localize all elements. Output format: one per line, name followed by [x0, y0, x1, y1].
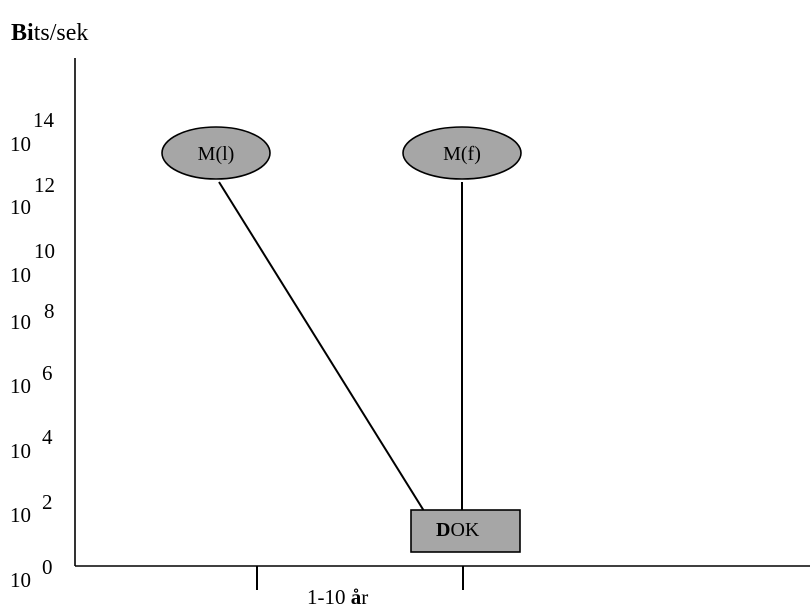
- y-tick-label-0: 10 0: [10, 555, 53, 592]
- node-ml-shape: [161, 126, 271, 180]
- y-axis-title: Bits/sek: [11, 20, 88, 46]
- svg-text:10: 10: [10, 132, 31, 156]
- node-dok-shape: [410, 509, 521, 553]
- svg-text:8: 8: [44, 299, 55, 323]
- x-axis-label-bold: å: [351, 585, 362, 606]
- y-tick-label-4: 10 4: [10, 425, 53, 463]
- y-tick-exponent: 6: [42, 361, 53, 385]
- svg-text:10: 10: [10, 374, 31, 398]
- svg-text:10: 10: [10, 310, 31, 334]
- y-tick-base: 10: [10, 195, 31, 219]
- y-tick-base: 10: [10, 374, 31, 398]
- y-tick-exponent: 14: [33, 108, 55, 132]
- y-tick-exponent: 2: [42, 490, 53, 514]
- y-axis-title-bold: Bi: [11, 20, 34, 46]
- y-tick-exponent: 4: [42, 425, 53, 449]
- y-axis-title-rest: ts/sek: [34, 20, 89, 46]
- svg-text:4: 4: [42, 425, 53, 449]
- svg-text:10: 10: [10, 568, 31, 592]
- y-tick-label-2: 10 2: [10, 490, 53, 527]
- y-tick-label-6: 10 6: [10, 361, 53, 398]
- svg-text:6: 6: [42, 361, 53, 385]
- node-dok: DOK: [410, 509, 521, 553]
- y-tick-base: 10: [10, 568, 31, 592]
- y-tick-label-14: 10 14: [10, 108, 55, 156]
- svg-text:0: 0: [42, 555, 53, 579]
- y-tick-label-12: 10 12: [10, 173, 55, 219]
- y-tick-base: 10: [10, 263, 31, 287]
- node-dok-label-bold: D: [436, 519, 450, 541]
- connector-ml-to-dok: [218, 181, 425, 512]
- y-tick-base: 10: [10, 310, 31, 334]
- svg-text:10: 10: [10, 503, 31, 527]
- node-mf: M(f): [402, 126, 522, 180]
- x-axis-label: 1-10 år: [307, 585, 368, 606]
- y-tick-label-10: 10 10: [10, 239, 55, 287]
- node-dok-label: DOK: [436, 519, 480, 541]
- y-tick-base: 10: [10, 132, 31, 156]
- svg-text:14: 14: [33, 108, 55, 132]
- node-ml: M(l): [161, 126, 271, 180]
- svg-text:12: 12: [34, 173, 55, 197]
- node-dok-label-rest: OK: [450, 519, 479, 541]
- y-tick-base: 10: [10, 503, 31, 527]
- node-mf-shape: [402, 126, 522, 180]
- svg-text:10: 10: [10, 263, 31, 287]
- y-tick-base: 10: [10, 439, 31, 463]
- svg-text:10: 10: [10, 195, 31, 219]
- y-tick-exponent: 12: [34, 173, 55, 197]
- node-ml-label: M(l): [198, 143, 235, 165]
- node-mf-label: M(f): [443, 143, 481, 165]
- y-tick-exponent: 8: [44, 299, 55, 323]
- y-tick-exponent: 10: [34, 239, 55, 263]
- x-axis-label-prefix: 1-10: [307, 585, 351, 606]
- y-tick-exponent: 0: [42, 555, 53, 579]
- svg-text:10: 10: [34, 239, 55, 263]
- svg-text:10: 10: [10, 439, 31, 463]
- svg-text:2: 2: [42, 490, 53, 514]
- y-tick-label-8: 10 8: [10, 299, 55, 334]
- x-axis-label-suffix: r: [361, 585, 368, 606]
